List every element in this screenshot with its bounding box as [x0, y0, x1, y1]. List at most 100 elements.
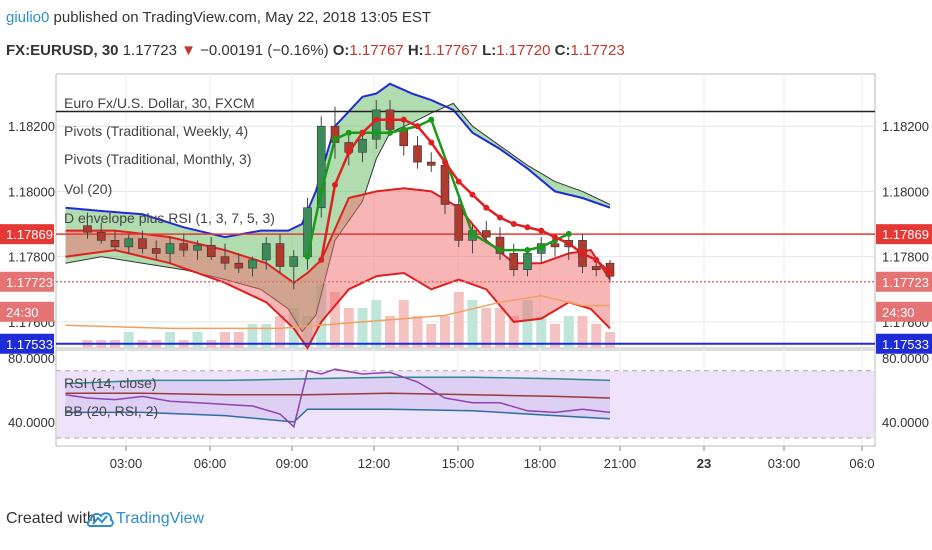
- price-badge-left: [0, 333, 54, 354]
- red-signal-point: [387, 116, 393, 123]
- open-value: 1.17767: [349, 42, 404, 59]
- price-badge-right-text: 1.17723: [882, 275, 929, 290]
- time-tick-label: 03:00: [768, 456, 801, 471]
- chart-legend: Euro Fx/U.S. Dollar, 30, FXCM Pivots (Tr…: [64, 95, 275, 419]
- symbol-label: FX:EURUSD, 30: [6, 42, 119, 59]
- volume-bar: [522, 300, 533, 348]
- price-badge-right: [876, 224, 932, 245]
- volume-bar: [220, 332, 230, 348]
- price-tick-label: 1.17800: [8, 250, 55, 265]
- green-signal-point: [428, 116, 435, 123]
- volume-bar: [481, 308, 492, 348]
- candle-body: [138, 238, 147, 249]
- volume-bar: [343, 308, 354, 348]
- legend-item-pivots-weekly: Pivots (Traditional, Weekly, 4): [64, 123, 248, 139]
- red-signal-point: [400, 116, 407, 123]
- high-value: 1.17767: [423, 42, 478, 59]
- candle-body: [550, 243, 560, 248]
- time-axis[interactable]: 03:00 06:00 09:00 12:00 15:00 18:00 21:00 23 03:…: [110, 446, 875, 471]
- red-signal-line: [320, 118, 611, 274]
- candle-body: [591, 266, 601, 271]
- candle-body: [275, 243, 285, 267]
- tradingview-cloud-icon[interactable]: [86, 506, 114, 532]
- red-signal-point: [442, 159, 448, 166]
- moving-average-line: [65, 295, 610, 330]
- price-badge-left: [0, 301, 54, 322]
- green-signal-point: [318, 188, 325, 195]
- candle-body: [110, 240, 120, 248]
- red-signal-point: [579, 250, 586, 257]
- time-tick-label: 12:00: [358, 456, 391, 471]
- volume-bar: [233, 332, 244, 348]
- green-signal-point: [565, 230, 572, 237]
- green-signal-point: [497, 247, 503, 254]
- red-signal-point: [552, 234, 558, 241]
- price-badge-left-text: 1.17723: [6, 275, 53, 290]
- volume-bar: [550, 324, 560, 348]
- price-badge-left: [0, 271, 54, 292]
- low-label: L:: [482, 42, 497, 59]
- chart-header: giulio0 published on TradingView.com, Ma…: [0, 0, 932, 70]
- red-signal-point: [373, 116, 380, 123]
- created-with-text: Created with: [6, 510, 96, 527]
- green-signal-point: [524, 247, 531, 254]
- close-value: 1.17723: [570, 42, 625, 59]
- volume-bar: [123, 332, 134, 348]
- price-badge-left: [0, 224, 54, 245]
- volume-bar: [508, 316, 519, 348]
- candle-body: [481, 230, 491, 238]
- volume-bar: [467, 300, 478, 348]
- candle-body: [165, 243, 175, 254]
- tradingview-brand-link[interactable]: TradingView: [116, 510, 205, 527]
- footer: Created with TradingView: [0, 488, 932, 550]
- price-tick-label: 1.18000: [8, 184, 55, 199]
- volume-bar: [605, 332, 615, 348]
- candle-body: [179, 243, 189, 251]
- ohlc-line: FX:EURUSD, 30 1.17723 ▼ −0.00191 (−0.16%…: [6, 42, 625, 59]
- publish-info: published on TradingView.com, May 22, 20…: [53, 9, 432, 26]
- time-tick-label: 21:00: [604, 456, 637, 471]
- volume-bar: [577, 316, 588, 348]
- candle-body: [83, 225, 92, 233]
- rsi-panel: [56, 368, 875, 439]
- volume-bar: [563, 316, 574, 348]
- volume-bar: [426, 324, 437, 348]
- price-badge-right: [876, 271, 932, 292]
- red-signal-point: [593, 256, 600, 263]
- candle-body: [523, 253, 532, 271]
- red-signal-point: [497, 214, 503, 221]
- candle-body: [440, 165, 450, 205]
- red-signal-point: [428, 139, 435, 146]
- green-signal-line: [306, 117, 570, 257]
- red-signal-point: [524, 224, 531, 231]
- volume-bar: [453, 292, 464, 348]
- price-badge-left-text: 1.17869: [6, 227, 53, 242]
- price-tick-label: 1.18200: [882, 119, 929, 134]
- price-axis-right[interactable]: 1.182001.180001.178001.1760080.000040.00…: [882, 119, 929, 430]
- candle-body: [358, 138, 367, 153]
- price-axis-left[interactable]: 1.182001.180001.178001.1760080.000040.00…: [8, 119, 55, 430]
- candle-body: [248, 259, 257, 269]
- price-badge-right-text: 1.17869: [882, 227, 929, 242]
- green-signal-point: [345, 129, 352, 136]
- candle-body: [261, 243, 271, 261]
- red-signal-point: [414, 123, 421, 130]
- rsi-bb-basis: [65, 392, 611, 399]
- time-tick-label: 06:0: [849, 456, 874, 471]
- red-signal-point: [565, 240, 572, 247]
- price-chart[interactable]: 1.182001.180001.178001.1760080.000040.00…: [0, 70, 932, 488]
- last-price: 1.17723: [122, 42, 177, 59]
- volume-bar: [330, 292, 340, 348]
- candle-body: [426, 161, 436, 166]
- price-badge-right: [876, 333, 932, 354]
- publish-line: giulio0 published on TradingView.com, Ma…: [6, 9, 431, 26]
- candle-body: [151, 248, 161, 254]
- rsi-tick-label: 80.0000: [882, 351, 929, 366]
- price-badge-left-text: 1.17533: [6, 337, 53, 352]
- author-link[interactable]: giulio0: [6, 9, 50, 26]
- time-tick-label: 15:00: [442, 456, 475, 471]
- candle-body: [289, 256, 299, 267]
- lower-envelope-fill: [65, 188, 610, 348]
- time-tick-label: 23: [697, 456, 711, 471]
- rsi-tick-label: 80.0000: [8, 351, 55, 366]
